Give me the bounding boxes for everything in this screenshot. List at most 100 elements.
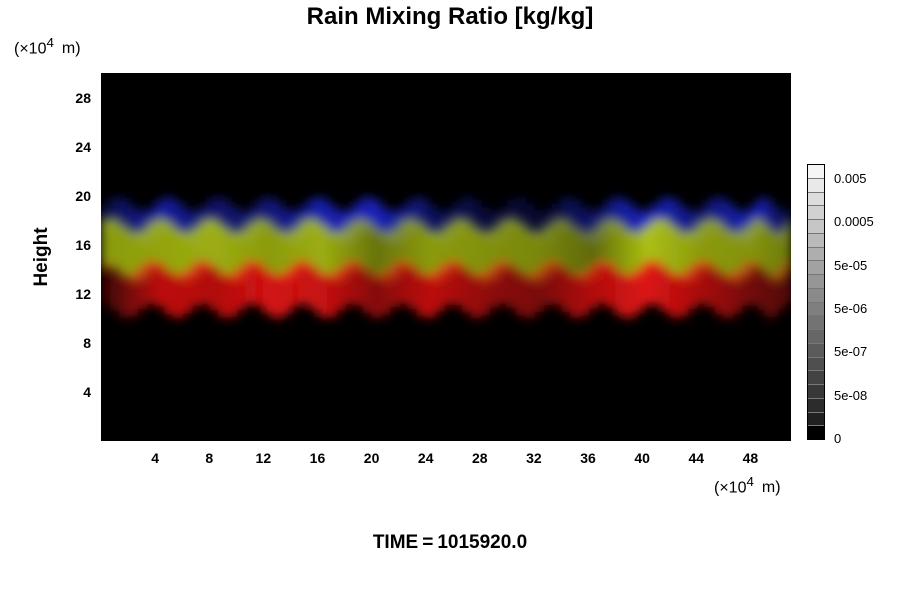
field-cell-layer2 <box>101 260 112 305</box>
field-cell-layer1 <box>488 228 499 278</box>
field-cell-layer2 <box>110 266 121 311</box>
field-cell-layer0 <box>687 211 698 243</box>
field-cell-layer2 <box>651 260 662 305</box>
colorbar <box>807 164 825 440</box>
field-cell-layer0 <box>705 200 716 232</box>
field-cell-layer2 <box>497 259 508 304</box>
y-tick-label: 28 <box>75 89 91 106</box>
colorbar-segment <box>808 220 824 234</box>
field-cell-layer0 <box>461 197 472 228</box>
field-cell-layer1 <box>398 220 409 270</box>
field-cell-layer2 <box>146 259 157 304</box>
field-cell-layer1 <box>353 217 364 268</box>
field-cell-layer1 <box>218 225 229 275</box>
field-cell-layer1 <box>209 218 220 268</box>
field-cell-layer0 <box>326 204 337 236</box>
colorbar-segment <box>808 371 824 385</box>
field-cell-layer2 <box>434 267 445 312</box>
colorbar-segment <box>808 316 824 330</box>
field-cell-layer2 <box>515 271 526 316</box>
field-cell-layer1 <box>110 218 121 268</box>
field-cell-layer1 <box>763 225 772 275</box>
field-cell-layer2 <box>452 260 463 306</box>
field-cell-layer0 <box>182 209 193 241</box>
field-cell-layer1 <box>101 218 112 268</box>
field-cell-layer1 <box>452 218 463 268</box>
field-cell-layer2 <box>470 273 481 319</box>
field-cell-layer2 <box>524 273 535 319</box>
colorbar-segment <box>808 275 824 289</box>
y-tick-label: 16 <box>75 236 91 253</box>
field-cell-layer2 <box>407 264 418 309</box>
field-cell-layer1 <box>128 232 139 282</box>
field-cell-layer0 <box>317 197 328 229</box>
field-cell-layer2 <box>479 271 490 316</box>
x-tick-label: 24 <box>417 450 434 466</box>
field-cell-layer2 <box>227 272 238 318</box>
field-cell-layer2 <box>200 259 211 305</box>
field-cell-layer2 <box>335 266 346 311</box>
field-cell-layer1 <box>173 229 184 279</box>
field-cell-layer1 <box>281 232 292 282</box>
y-unit-base: (×10 <box>14 40 47 58</box>
field-cell-layer1 <box>714 221 725 271</box>
field-cell-layer2 <box>570 273 581 318</box>
field-cell-layer1 <box>308 218 319 268</box>
field-cell-layer2 <box>687 264 698 310</box>
x-tick-label: 16 <box>309 450 326 466</box>
field-cell-layer2 <box>741 261 752 306</box>
colorbar-segment <box>808 206 824 220</box>
field-cell-layer0 <box>714 196 725 228</box>
field-cell-layer2 <box>137 264 148 310</box>
field-cell-layer2 <box>155 262 166 307</box>
field-cell-layer1 <box>290 227 301 277</box>
field-cell-layer2 <box>371 274 382 319</box>
colorbar-segment <box>808 247 824 262</box>
field-cell-layer0 <box>227 205 238 237</box>
field-cell-layer2 <box>597 259 608 304</box>
field-cell-layer1 <box>434 231 445 281</box>
field-cell-layer0 <box>470 199 481 231</box>
field-cell-layer0 <box>723 201 734 233</box>
field-cell-layer2 <box>678 272 689 317</box>
field-cell-layer0 <box>763 198 772 229</box>
field-cell-layer2 <box>714 270 725 315</box>
field-cell-layer1 <box>696 222 707 272</box>
field-cell-layer2 <box>561 267 572 312</box>
field-cell-layer2 <box>443 260 454 305</box>
colorbar-label: 0.005 <box>834 171 867 186</box>
field-cell-layer2 <box>326 273 337 318</box>
colorbar-label: 5e-07 <box>834 344 868 360</box>
field-cell-layer2 <box>263 269 274 314</box>
field-cell-layer1 <box>236 230 247 280</box>
field-cell-layer0 <box>425 203 436 235</box>
field-cell-layer0 <box>371 200 382 232</box>
field-cell-layer1 <box>770 231 779 281</box>
field-cell-layer2 <box>398 259 409 304</box>
colorbar-segment <box>808 385 824 399</box>
field-cell-layer2 <box>425 273 436 318</box>
y-tick-label: 12 <box>75 285 91 302</box>
field-cell-layer0 <box>669 198 680 230</box>
field-cell-layer2 <box>272 274 283 319</box>
field-cell-layer1 <box>678 232 689 282</box>
x-tick-label: 28 <box>472 450 488 466</box>
field-cell-layer1 <box>344 223 355 273</box>
x-tick-label: 48 <box>742 450 759 466</box>
field-cell-layer2 <box>506 263 517 309</box>
field-cell-layer0 <box>353 201 364 233</box>
field-cell-layer0 <box>254 201 265 232</box>
field-cell-layer1 <box>407 218 418 268</box>
field-cell-layer2 <box>642 261 653 306</box>
field-cell-layer2 <box>191 261 202 306</box>
field-cell-layer0 <box>119 198 130 230</box>
field-cell-layer1 <box>579 232 590 282</box>
colorbar-segment <box>808 165 824 179</box>
field-cell-layer0 <box>488 211 499 243</box>
field-cell-layer2 <box>723 274 734 319</box>
colorbar-segment <box>808 261 824 275</box>
field-cell-layer1 <box>784 222 791 272</box>
field-cell-layer1 <box>146 222 157 272</box>
field-cell-layer1 <box>200 219 211 269</box>
field-cell-layer2 <box>281 270 292 315</box>
